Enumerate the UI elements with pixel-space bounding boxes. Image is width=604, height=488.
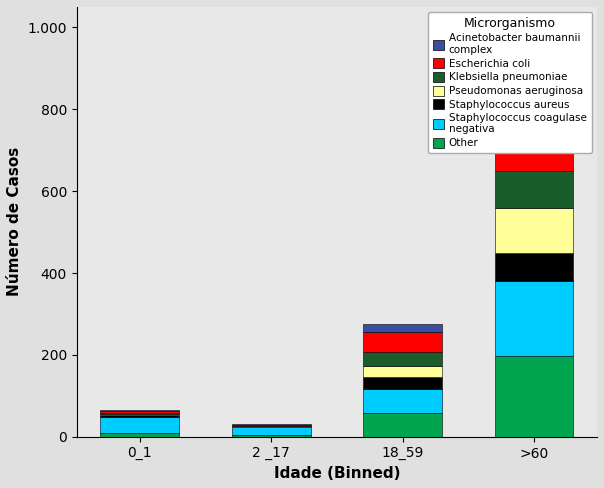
Bar [495, 171, 573, 207]
Bar [495, 102, 573, 171]
Bar [100, 417, 179, 433]
Bar [495, 356, 573, 437]
Bar [363, 366, 442, 377]
Bar [363, 352, 442, 366]
Bar [232, 427, 310, 435]
Bar [363, 377, 442, 389]
Bar [232, 435, 310, 437]
Bar [100, 411, 179, 413]
Bar [363, 413, 442, 437]
Bar [100, 415, 179, 417]
Bar [495, 253, 573, 281]
Legend: Acinetobacter baumannii
complex, Escherichia coli, Klebsiella pneumoniae, Pseudo: Acinetobacter baumannii complex, Escheri… [428, 12, 592, 153]
Bar [495, 68, 573, 102]
Bar [363, 332, 442, 352]
Bar [495, 207, 573, 253]
Bar [100, 413, 179, 414]
X-axis label: Idade (Binned): Idade (Binned) [274, 466, 400, 481]
Bar [100, 414, 179, 415]
Bar [232, 425, 310, 426]
Bar [363, 389, 442, 413]
Bar [495, 281, 573, 356]
Bar [100, 433, 179, 437]
Y-axis label: Número de Casos: Número de Casos [7, 147, 22, 297]
Bar [363, 324, 442, 332]
Bar [100, 410, 179, 411]
